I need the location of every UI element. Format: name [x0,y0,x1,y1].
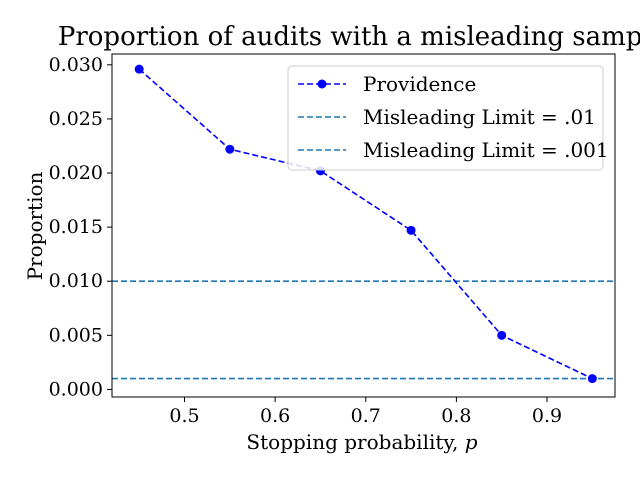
x-axis-label-variable: p [465,430,478,454]
legend-frame [287,65,604,171]
legend-label-3: Misleading Limit = .001 [363,138,609,162]
x-axis-label: Stopping probability, p [246,430,477,454]
data-point [225,144,235,154]
y-axis-label: Proportion [23,171,47,280]
x-tick-label: 0.8 [441,405,471,427]
y-tick-label: 0.015 [49,216,103,238]
axis-ticks: 0.5 0.6 0.7 0.8 0.9 0.000 0.005 0.010 0.015 0.020… [49,54,563,427]
series-line-1 [138,68,593,380]
plot-area [112,64,615,384]
legend-label-2: Misleading Limit = .01 [363,105,596,129]
x-axis-label-text: Stopping probability, [246,430,464,454]
y-tick-label: 0.025 [49,108,103,130]
data-point [406,225,416,235]
y-tick-label: 0.010 [49,270,103,292]
legend-marker [317,79,327,89]
data-point [587,374,597,384]
legend: Providence Misleading Limit = .01 Misleadi… [287,65,609,171]
x-tick-label: 0.5 [169,405,199,427]
y-tick-label: 0.030 [49,54,103,76]
axes-frame [111,53,616,398]
y-tick-label: 0.020 [49,162,103,184]
data-point [497,330,507,340]
data-point [134,64,144,74]
y-tick-label: 0.000 [49,378,103,400]
legend-label-1: Providence [363,72,476,96]
chart-title: Proportion of audits with a misleading s… [58,22,640,52]
x-tick-label: 0.7 [351,405,381,427]
x-tick-label: 0.6 [260,405,290,427]
x-tick-label: 0.9 [532,405,562,427]
y-tick-label: 0.005 [49,324,103,346]
